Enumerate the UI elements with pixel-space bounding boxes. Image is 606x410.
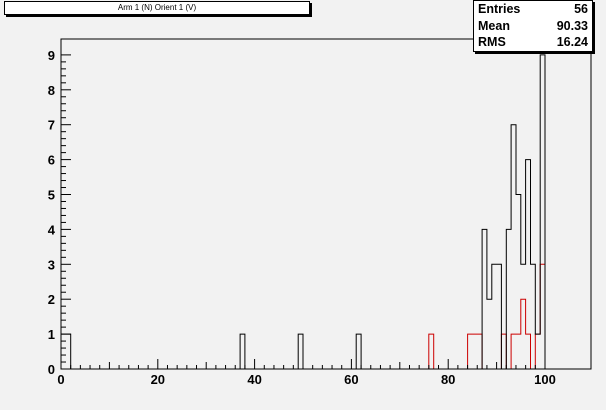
stats-mean-label: Mean (478, 18, 510, 33)
y-tick-label: 6 (48, 153, 55, 168)
histogram-title: Arm 1 (N) Orient 1 (V) (4, 1, 310, 15)
stats-rms-value: 16.24 (556, 35, 588, 49)
stats-row-entries: Entries 56 (474, 1, 592, 18)
y-tick-label: 7 (48, 118, 55, 133)
stats-mean-value: 90.33 (556, 18, 588, 33)
y-tick-label: 8 (48, 83, 55, 98)
plot-frame (60, 38, 592, 370)
y-tick-label: 4 (48, 222, 56, 237)
histogram-outline (60, 54, 546, 370)
x-tick-label: 40 (247, 372, 261, 387)
stats-box: Entries 56 Mean 90.33 RMS 16.24 (473, 0, 593, 52)
stats-row-mean: Mean 90.33 (474, 18, 592, 35)
x-tick-label: 100 (534, 372, 556, 387)
stats-entries-label: Entries (478, 2, 521, 16)
black-series (60, 54, 546, 370)
y-tick-label: 3 (48, 257, 55, 272)
x-tick-label: 60 (344, 372, 358, 387)
y-tick-label: 2 (48, 292, 55, 307)
x-tick-label: 20 (151, 372, 165, 387)
x-axis: 0 20 40 60 80 100 (57, 359, 556, 387)
stats-entries-value: 56 (574, 2, 588, 16)
y-tick-label: 9 (48, 48, 55, 63)
stats-rms-label: RMS (478, 35, 506, 49)
y-axis: 0 1 2 3 4 5 6 7 8 9 (48, 48, 71, 377)
x-tick-label: 80 (441, 372, 455, 387)
y-tick-label: 5 (48, 188, 55, 203)
stats-row-rms: RMS 16.24 (474, 34, 592, 51)
y-tick-label: 1 (48, 327, 55, 342)
x-tick-label: 0 (57, 372, 64, 387)
y-tick-label: 0 (48, 362, 55, 377)
plot-area (61, 39, 591, 369)
